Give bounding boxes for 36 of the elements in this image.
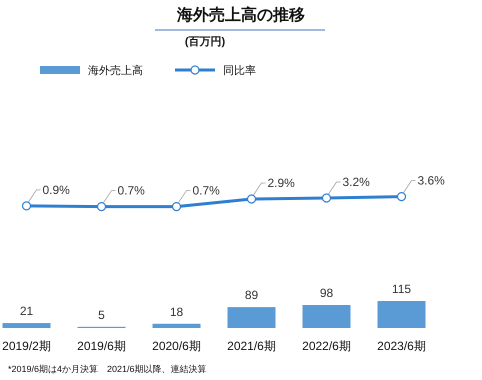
data-label: 0.7% — [192, 184, 220, 198]
legend-label: 海外売上高 — [88, 64, 143, 77]
data-label: 89 — [244, 288, 258, 302]
chart-subtitle: (百万円) — [184, 36, 226, 48]
legend-label: 同比率 — [223, 64, 256, 77]
point — [246, 194, 256, 204]
x-tick-label: 2019/6期 — [77, 339, 126, 353]
legend: 同比率 — [175, 65, 256, 77]
data-label: 115 — [392, 282, 412, 296]
x-tick-label: 2022/6期 — [302, 339, 351, 353]
data-label: 3.6% — [418, 174, 446, 188]
data-label: 3.2% — [342, 174, 370, 189]
chart-title: 海外売上高の推移 — [176, 5, 305, 24]
data-label: 98 — [320, 286, 334, 300]
x-tick-label: 2019/2期 — [2, 339, 51, 353]
bar — [378, 301, 426, 328]
data-label: 0.9% — [42, 182, 70, 197]
bar — [302, 304, 350, 328]
x-tick-label: 2020/6期 — [152, 339, 201, 353]
data-label: 5 — [98, 308, 106, 322]
point — [322, 193, 332, 203]
point — [396, 192, 406, 202]
bar — [228, 307, 276, 328]
x-tick-label: 2021/6期 — [227, 339, 276, 353]
data-label: 18 — [170, 304, 184, 319]
data-label: 2.9% — [268, 176, 296, 190]
x-tick-label: 2023/6期 — [377, 339, 426, 353]
point — [22, 201, 32, 210]
data-label: 21 — [20, 304, 34, 318]
point — [96, 202, 106, 212]
text: *2019/6期は4か月決算 2021/6期以降、連結決算 — [8, 364, 207, 374]
data-label: 0.7% — [118, 184, 146, 198]
bar — [2, 323, 50, 328]
bar — [152, 324, 200, 328]
point — [172, 202, 182, 212]
legend: 海外売上高 — [40, 65, 143, 77]
